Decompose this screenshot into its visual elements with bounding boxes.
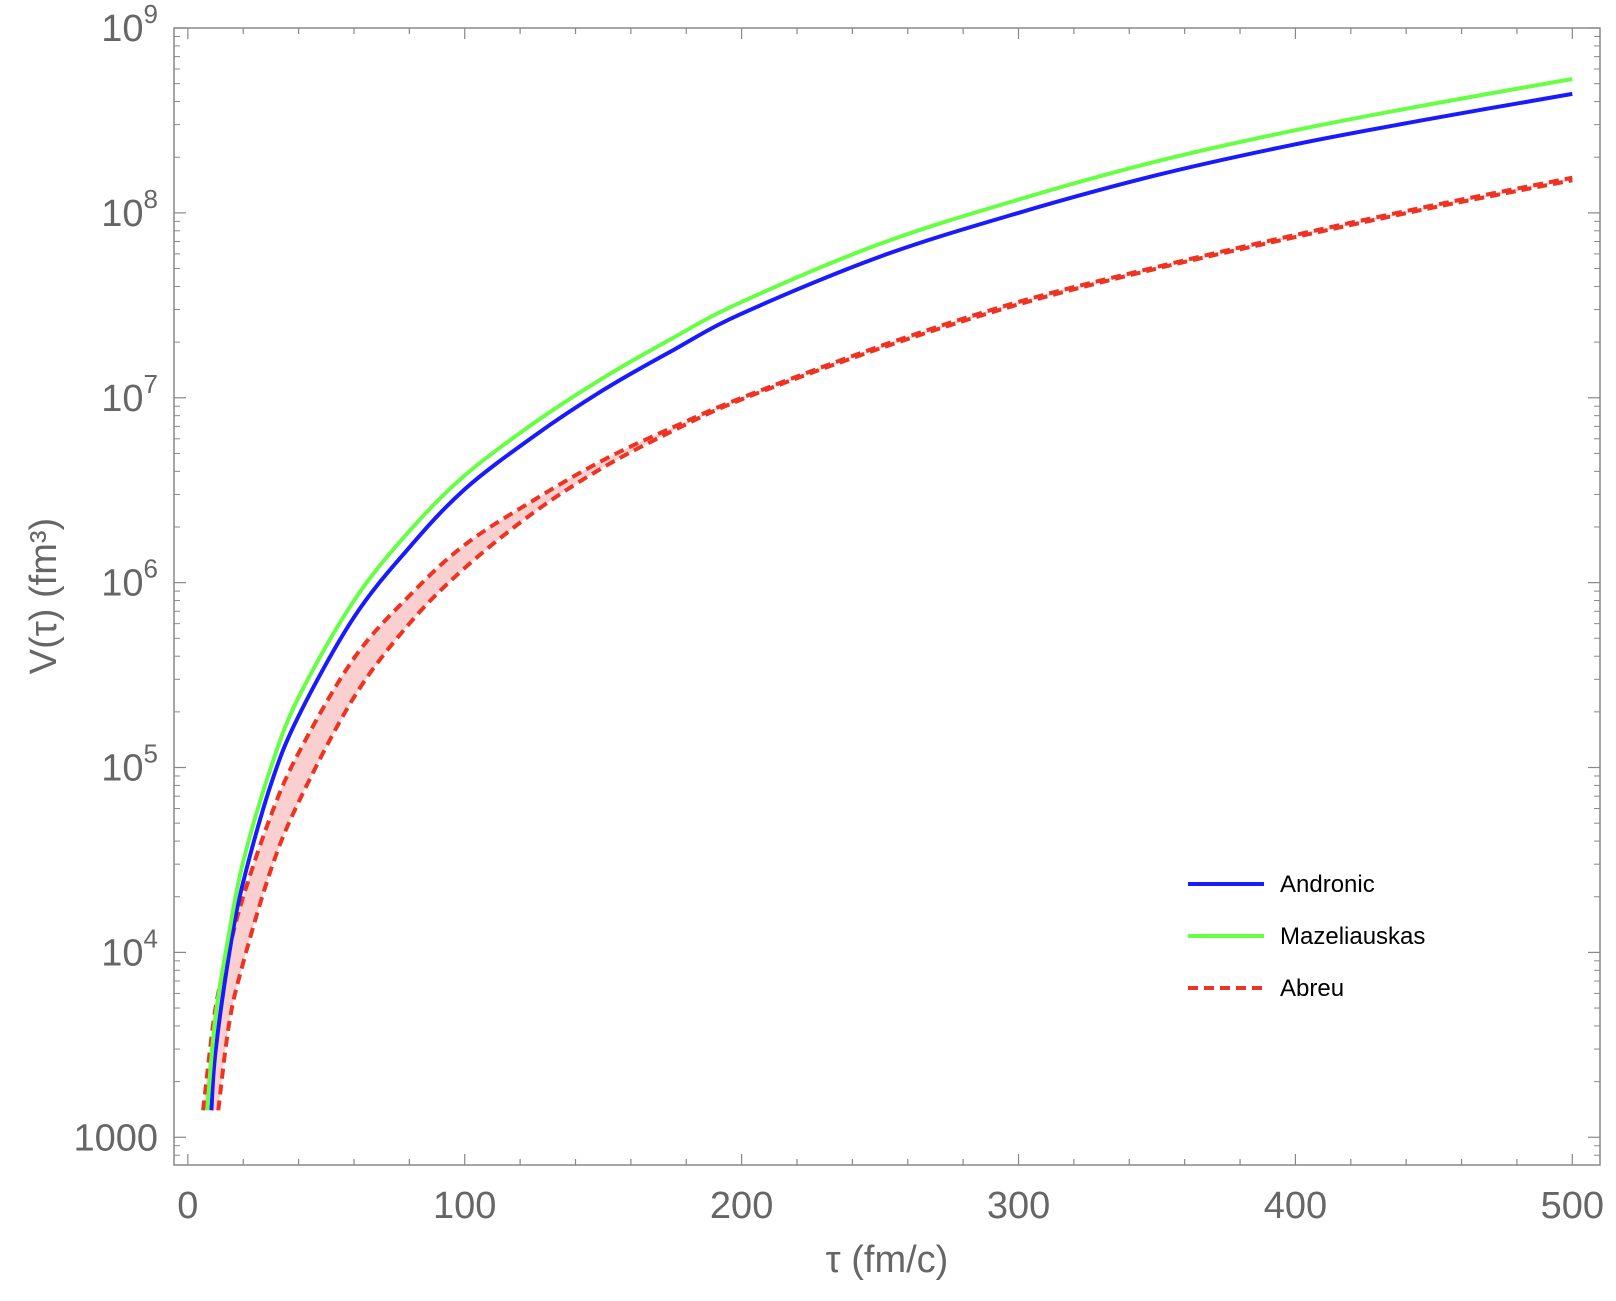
legend-label: Andronic bbox=[1280, 871, 1375, 898]
x-tick-label: 400 bbox=[1264, 1185, 1327, 1227]
andronic-line bbox=[209, 91, 1573, 1111]
y-tick-label: 107 bbox=[101, 369, 158, 420]
y-tick-label: 104 bbox=[101, 923, 158, 974]
abreu-band bbox=[203, 177, 1573, 1111]
y-tick-label: 105 bbox=[101, 739, 158, 790]
y-axis-label: V(τ) (fm³) bbox=[23, 518, 65, 674]
x-tick-label: 500 bbox=[1541, 1185, 1604, 1227]
x-tick-label: 0 bbox=[177, 1185, 198, 1227]
legend-label: Abreu bbox=[1280, 975, 1344, 1002]
series-layer bbox=[201, 77, 1573, 1111]
y-tick-label: 108 bbox=[101, 184, 158, 235]
legend-label: Mazeliauskas bbox=[1280, 923, 1425, 950]
abreu-lower-line bbox=[216, 178, 1573, 1111]
abreu-upper-line bbox=[201, 175, 1573, 1111]
y-tick-label: 109 bbox=[101, 0, 158, 50]
y-tick-label: 106 bbox=[101, 554, 158, 605]
y-tick-label: 1000 bbox=[73, 1117, 158, 1159]
y-ticks: 1000 104 105 106 107 108 109 bbox=[73, 0, 1600, 1159]
x-axis-label: τ (fm/c) bbox=[826, 1239, 949, 1281]
x-ticks: 0 100 200 300 400 500 bbox=[177, 28, 1604, 1227]
mazeliauskas-line bbox=[205, 77, 1573, 1111]
x-tick-label: 300 bbox=[987, 1185, 1050, 1227]
legend: Andronic Mazeliauskas Abreu bbox=[1188, 871, 1425, 1002]
x-tick-label: 100 bbox=[433, 1185, 496, 1227]
x-tick-label: 200 bbox=[710, 1185, 773, 1227]
plot-frame bbox=[173, 27, 1601, 1166]
